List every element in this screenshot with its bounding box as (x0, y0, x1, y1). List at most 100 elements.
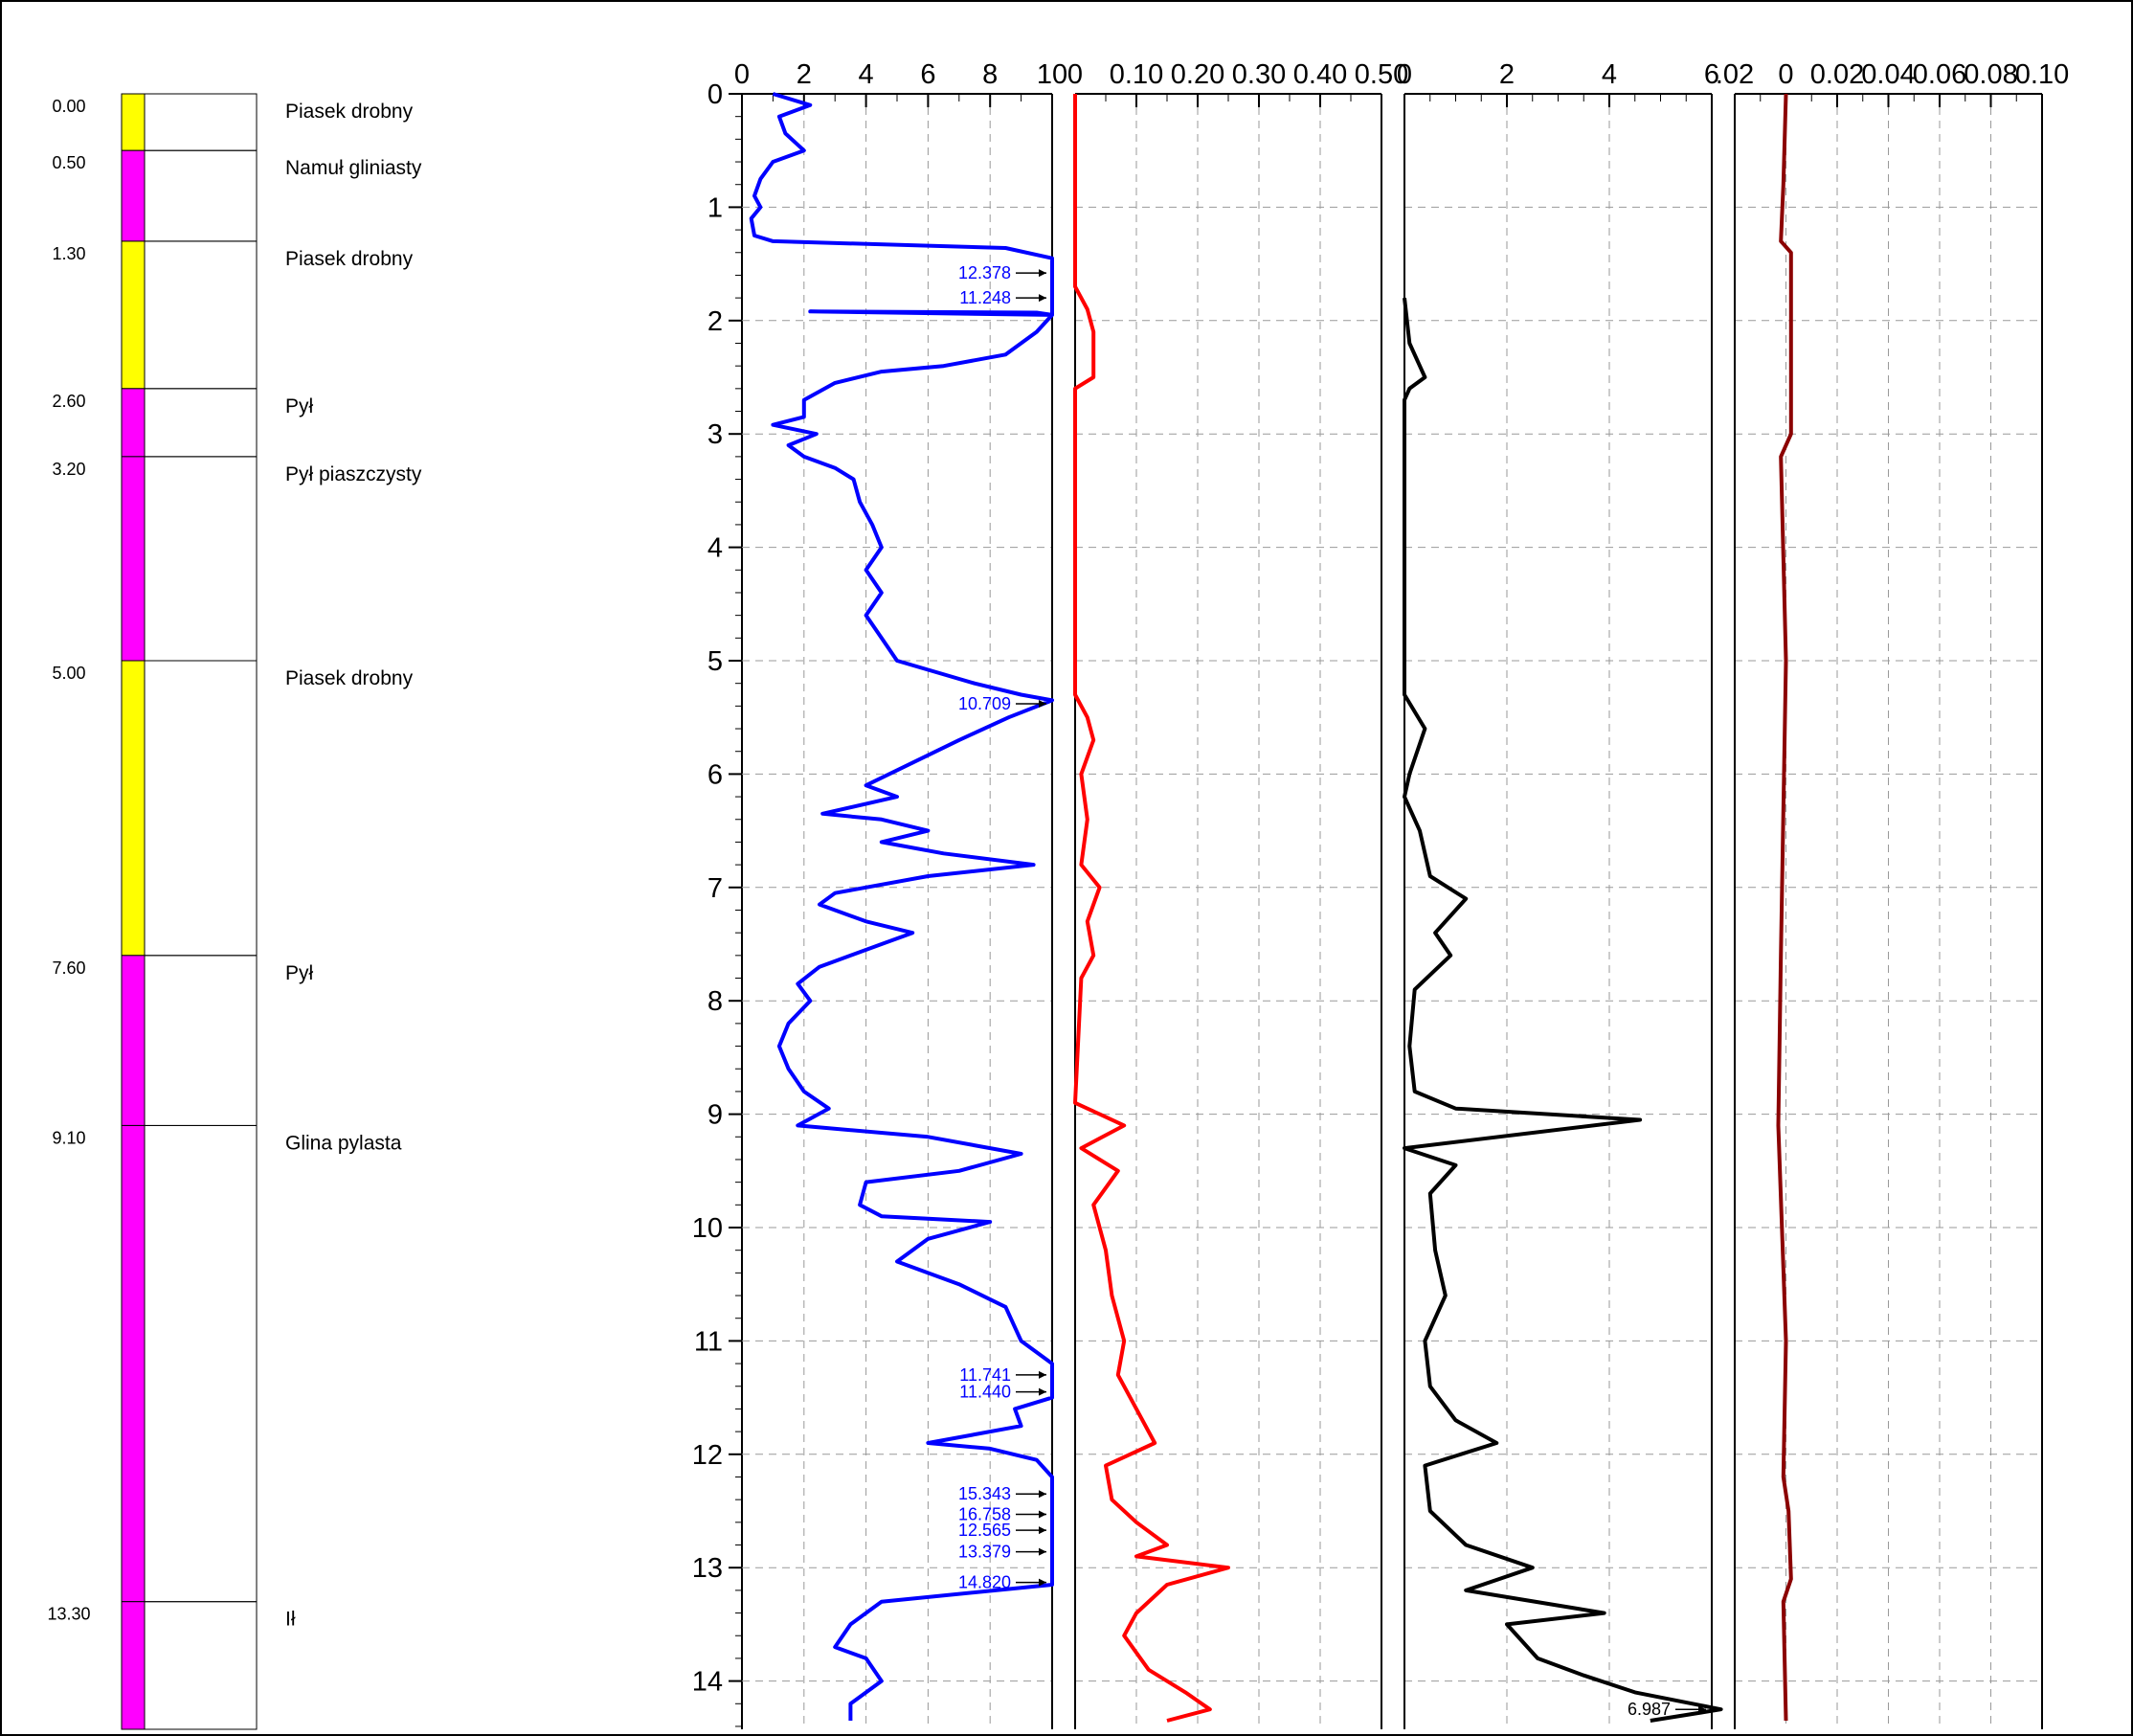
x-tick-label: 0 (1067, 59, 1083, 90)
layer-top-depth: 0.00 (52, 97, 85, 116)
layer-top-depth: 9.10 (52, 1128, 85, 1147)
off-scale-value-label: 6.987 (1628, 1700, 1671, 1719)
lithology-color-block (121, 93, 146, 151)
depth-tick-label: 0 (707, 79, 723, 110)
layer-soil-name: Piasek drobny (285, 101, 414, 123)
x-tick-label: 10 (1037, 59, 1067, 90)
x-tick-label: .02 (1716, 59, 1754, 90)
layer-top-depth: 2.60 (52, 392, 85, 411)
x-tick-label: 0.06 (1913, 59, 1966, 90)
x-tick-label: 0.08 (1964, 59, 2017, 90)
off-scale-value-label: 15.343 (958, 1484, 1011, 1503)
depth-tick-label: 11 (694, 1326, 723, 1357)
layer-top-depth: 13.30 (47, 1605, 90, 1624)
depth-tick-label: 9 (707, 1100, 723, 1131)
layer-soil-name: Namuł gliniasty (285, 157, 422, 179)
x-tick-label: 2 (797, 59, 812, 90)
value-label-arrowhead (1698, 1705, 1706, 1714)
series-line-u (1776, 93, 1793, 1722)
depth-tick-label: 8 (707, 986, 723, 1017)
lithology-column: 0.00 Piasek drobny 0.50 Namuł gliniasty 1.30… (47, 93, 422, 1730)
x-tick-label: 0.10 (1110, 59, 1163, 90)
value-label-arrowhead (1039, 1370, 1046, 1379)
layer-soil-name: Pył (285, 395, 314, 417)
x-tick-label: 6 (920, 59, 935, 90)
off-scale-value-label: 12.565 (958, 1521, 1011, 1540)
x-tick-label: 0.30 (1232, 59, 1286, 90)
off-scale-value-label: 12.378 (958, 263, 1011, 282)
x-tick-label: 0.50 (1355, 59, 1408, 90)
x-tick-label: 4 (859, 59, 874, 90)
value-label-arrowhead (1039, 1547, 1046, 1556)
off-scale-value-label: 11.741 (959, 1365, 1011, 1385)
layer-top-depth: 7.60 (52, 958, 85, 978)
lithology-color-block (121, 660, 146, 957)
series-line-fs (1073, 94, 1230, 1723)
x-tick-label: 0.20 (1171, 59, 1224, 90)
x-tick-label: 0 (1397, 59, 1412, 90)
depth-tick-label: 3 (707, 419, 723, 450)
layer-soil-name: Pył (285, 962, 314, 984)
layer-soil-name: Glina pylasta (285, 1132, 402, 1154)
depth-tick-label: 1 (707, 192, 723, 223)
value-label-arrowhead (1039, 1510, 1046, 1519)
depth-tick-label: 4 (707, 533, 723, 564)
layer-soil-name: Piasek drobny (285, 667, 414, 689)
lithology-layer-box (144, 1601, 258, 1730)
lithology-color-block (121, 240, 146, 390)
off-scale-value-label: 10.709 (958, 694, 1011, 713)
off-scale-value-label: 11.248 (959, 288, 1011, 307)
depth-tick-label: 12 (692, 1440, 723, 1471)
off-scale-value-label: 11.440 (959, 1383, 1011, 1402)
x-tick-label: 0.02 (1810, 59, 1864, 90)
layer-soil-name: Pył piaszczysty (285, 463, 422, 485)
track-fs: 0 0.10 0.20 0.30 0.40 0.50 (1067, 59, 1408, 1729)
track-u: .02 0 0.020.040.060.080.10 (1716, 59, 2069, 1729)
depth-tick-label: 10 (692, 1213, 723, 1244)
x-tick-label: 0.04 (1861, 59, 1915, 90)
value-label-arrowhead (1039, 1526, 1046, 1535)
depth-tick-label: 7 (707, 873, 723, 904)
layer-top-depth: 3.20 (52, 460, 85, 479)
layer-soil-name: Ił (285, 1609, 296, 1631)
off-scale-value-label: 13.379 (958, 1543, 1011, 1562)
series-line-qc (749, 92, 1054, 1721)
lithology-color-block (121, 1124, 146, 1603)
value-label-arrowhead (1039, 1387, 1046, 1396)
depth-tick-label: 6 (707, 759, 723, 790)
depth-tick-label: 14 (692, 1667, 723, 1698)
x-tick-label: 2 (1499, 59, 1515, 90)
off-scale-value-label: 16.758 (958, 1505, 1011, 1524)
value-label-arrowhead (1039, 699, 1046, 708)
lithology-color-block (121, 955, 146, 1126)
value-label-arrowhead (1039, 269, 1046, 278)
layer-top-depth: 0.50 (52, 153, 85, 172)
depth-tick-label: 5 (707, 646, 723, 677)
value-label-arrowhead (1039, 1578, 1046, 1587)
value-label-arrowhead (1039, 294, 1046, 303)
off-scale-value-label: 14.820 (958, 1573, 1011, 1592)
lithology-color-block (121, 456, 146, 662)
layer-top-depth: 5.00 (52, 664, 85, 683)
x-tick-label: 0 (1778, 59, 1793, 90)
x-tick-label: 0.10 (2015, 59, 2069, 90)
value-label-arrowhead (1039, 1490, 1046, 1499)
layer-soil-name: Piasek drobny (285, 248, 414, 270)
series-line-rf (1403, 297, 1723, 1723)
lithology-color-block (121, 1601, 146, 1730)
x-tick-label: 4 (1602, 59, 1617, 90)
track-rf: 0 2 4 6 6.987 (1397, 59, 1723, 1729)
x-tick-label: 8 (982, 59, 998, 90)
layer-top-depth: 1.30 (52, 244, 85, 263)
lithology-color-block (121, 388, 146, 458)
depth-tick-label: 13 (692, 1553, 723, 1584)
lithology-color-block (121, 149, 146, 242)
x-tick-label: 6 (1704, 59, 1719, 90)
x-tick-label: 0.40 (1293, 59, 1347, 90)
depth-tick-label: 2 (707, 306, 723, 337)
